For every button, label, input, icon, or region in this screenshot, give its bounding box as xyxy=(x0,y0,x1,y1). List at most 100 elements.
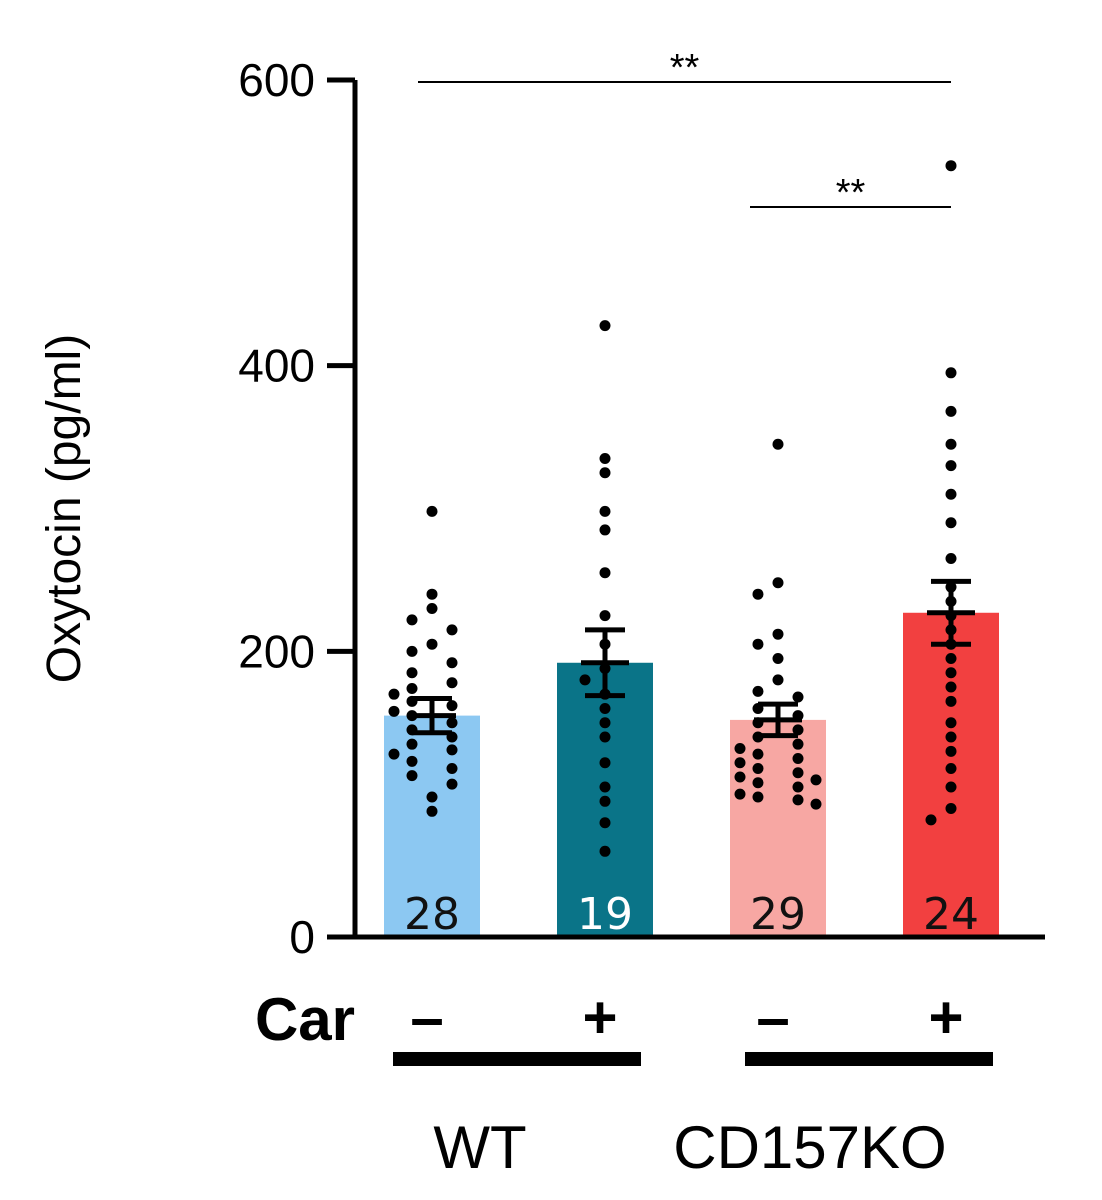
data-point-3-1 xyxy=(945,367,957,379)
data-point-2-4 xyxy=(752,638,764,650)
n-label-3: 24 xyxy=(923,889,979,940)
data-point-0-6 xyxy=(406,645,418,657)
n-label-1: 19 xyxy=(577,889,633,940)
data-point-3-19 xyxy=(945,745,957,757)
data-point-0-11 xyxy=(388,688,400,700)
data-point-2-23 xyxy=(752,777,764,789)
data-point-0-0 xyxy=(426,505,438,517)
y-tick-label-2: 400 xyxy=(238,340,315,392)
data-point-0-8 xyxy=(406,667,418,679)
data-point-1-0 xyxy=(599,320,611,332)
data-point-3-18 xyxy=(945,731,957,743)
data-point-3-15 xyxy=(945,681,957,693)
group-bar-0 xyxy=(393,1052,641,1066)
data-point-1-1 xyxy=(599,453,611,465)
treatment-sign-3: + xyxy=(928,984,963,1051)
data-point-1-16 xyxy=(599,795,611,807)
bar-0 xyxy=(384,715,480,937)
data-point-3-4 xyxy=(945,460,957,472)
data-point-2-6 xyxy=(772,674,784,686)
data-point-3-13 xyxy=(945,652,957,664)
data-point-0-19 xyxy=(406,738,418,750)
data-point-0-3 xyxy=(406,614,418,626)
data-point-0-1 xyxy=(426,588,438,600)
group-bar-1 xyxy=(745,1052,993,1066)
data-point-0-22 xyxy=(406,755,418,767)
data-point-3-5 xyxy=(945,488,957,500)
data-point-0-16 xyxy=(446,717,458,729)
treatment-sign-1: + xyxy=(582,984,617,1051)
n-label-2: 29 xyxy=(750,889,806,940)
data-point-2-22 xyxy=(810,774,822,786)
data-point-3-2 xyxy=(945,405,957,417)
data-point-3-7 xyxy=(945,552,957,564)
bar-2 xyxy=(730,719,826,937)
data-point-1-5 xyxy=(599,567,611,579)
data-point-2-14 xyxy=(792,738,804,750)
data-point-0-20 xyxy=(446,744,458,756)
points-layer xyxy=(388,160,957,857)
data-point-2-12 xyxy=(792,724,804,736)
data-point-1-14 xyxy=(599,757,611,769)
data-point-3-21 xyxy=(945,781,957,793)
data-point-1-12 xyxy=(599,717,611,729)
data-point-0-23 xyxy=(446,762,458,774)
treatment-sign-2: – xyxy=(756,984,789,1051)
data-point-0-13 xyxy=(446,700,458,712)
data-point-3-20 xyxy=(945,762,957,774)
data-point-2-0 xyxy=(772,438,784,450)
treatment-label: Car xyxy=(255,986,355,1053)
data-point-0-9 xyxy=(446,677,458,689)
data-point-1-2 xyxy=(599,467,611,479)
data-point-0-24 xyxy=(406,770,418,782)
bars-layer xyxy=(384,612,999,937)
data-point-2-25 xyxy=(734,788,746,800)
data-point-3-14 xyxy=(945,667,957,679)
data-point-3-16 xyxy=(945,695,957,707)
y-tick-label-1: 200 xyxy=(238,625,315,677)
data-point-0-7 xyxy=(446,657,458,669)
data-point-2-8 xyxy=(792,691,804,703)
data-point-0-4 xyxy=(446,624,458,636)
data-point-2-3 xyxy=(772,628,784,640)
data-point-3-22 xyxy=(945,802,957,814)
data-point-3-6 xyxy=(945,517,957,529)
data-point-1-11 xyxy=(599,702,611,714)
data-point-2-27 xyxy=(792,794,804,806)
data-point-0-5 xyxy=(426,638,438,650)
data-point-0-10 xyxy=(406,682,418,694)
data-point-3-3 xyxy=(945,438,957,450)
data-point-2-28 xyxy=(810,798,822,810)
data-point-1-18 xyxy=(599,845,611,857)
bar-3 xyxy=(903,612,999,937)
significance-label-0: ** xyxy=(670,47,700,89)
data-point-1-9 xyxy=(579,674,591,686)
data-point-2-5 xyxy=(772,652,784,664)
data-point-3-0 xyxy=(945,160,957,172)
data-point-1-15 xyxy=(599,781,611,793)
data-point-2-2 xyxy=(752,588,764,600)
data-point-1-3 xyxy=(599,505,611,517)
data-point-2-1 xyxy=(772,577,784,589)
treatment-sign-0: – xyxy=(410,984,443,1051)
group-label-0: WT xyxy=(433,1114,526,1181)
data-point-0-14 xyxy=(388,705,400,717)
data-point-0-26 xyxy=(426,791,438,803)
data-point-3-17 xyxy=(945,717,957,729)
data-point-2-7 xyxy=(752,685,764,697)
significance-label-1: ** xyxy=(836,172,866,214)
data-point-2-26 xyxy=(752,791,764,803)
data-point-0-25 xyxy=(446,778,458,790)
data-point-2-15 xyxy=(734,742,746,754)
data-point-2-20 xyxy=(792,767,804,779)
y-tick-label-0: 0 xyxy=(289,911,315,963)
data-point-0-21 xyxy=(388,748,400,760)
data-point-1-4 xyxy=(599,524,611,536)
data-point-1-13 xyxy=(599,731,611,743)
data-point-1-17 xyxy=(599,817,611,829)
data-point-0-27 xyxy=(426,805,438,817)
y-axis-title: Oxytocin (pg/ml) xyxy=(38,334,91,683)
data-point-2-16 xyxy=(752,748,764,760)
data-point-1-6 xyxy=(599,610,611,622)
